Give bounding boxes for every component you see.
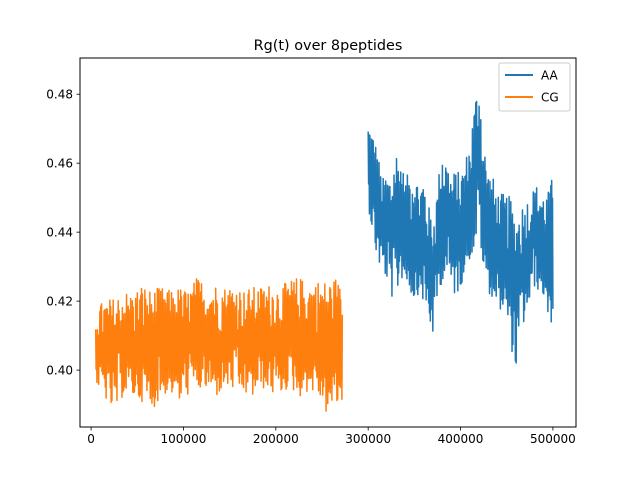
legend: AA CG (498, 62, 571, 112)
chart-title: Rg(t) over 8peptides (254, 38, 403, 54)
x-tick-label: 500000 (530, 432, 576, 446)
y-tick-label: 0.46 (46, 156, 73, 170)
series-line-aa (367, 100, 554, 364)
x-tick-label: 0 (87, 432, 95, 446)
x-axis: 0 100000 200000 300000 400000 500000 (87, 427, 576, 446)
x-tick-label: 100000 (161, 432, 207, 446)
series-line-cg (94, 278, 344, 412)
legend-label-cg: CG (541, 91, 559, 105)
x-tick-label: 400000 (438, 432, 484, 446)
y-tick-label: 0.42 (46, 294, 73, 308)
series-layer (94, 100, 554, 412)
plot-frame (79, 57, 577, 428)
y-axis: 0.40 0.42 0.44 0.46 0.48 (46, 88, 80, 377)
x-tick-label: 300000 (345, 432, 391, 446)
y-tick-label: 0.44 (46, 225, 73, 239)
y-tick-label: 0.48 (46, 88, 73, 102)
legend-label-aa: AA (541, 69, 559, 83)
y-tick-label: 0.40 (46, 363, 73, 377)
x-tick-label: 200000 (253, 432, 299, 446)
legend-box (498, 62, 571, 112)
